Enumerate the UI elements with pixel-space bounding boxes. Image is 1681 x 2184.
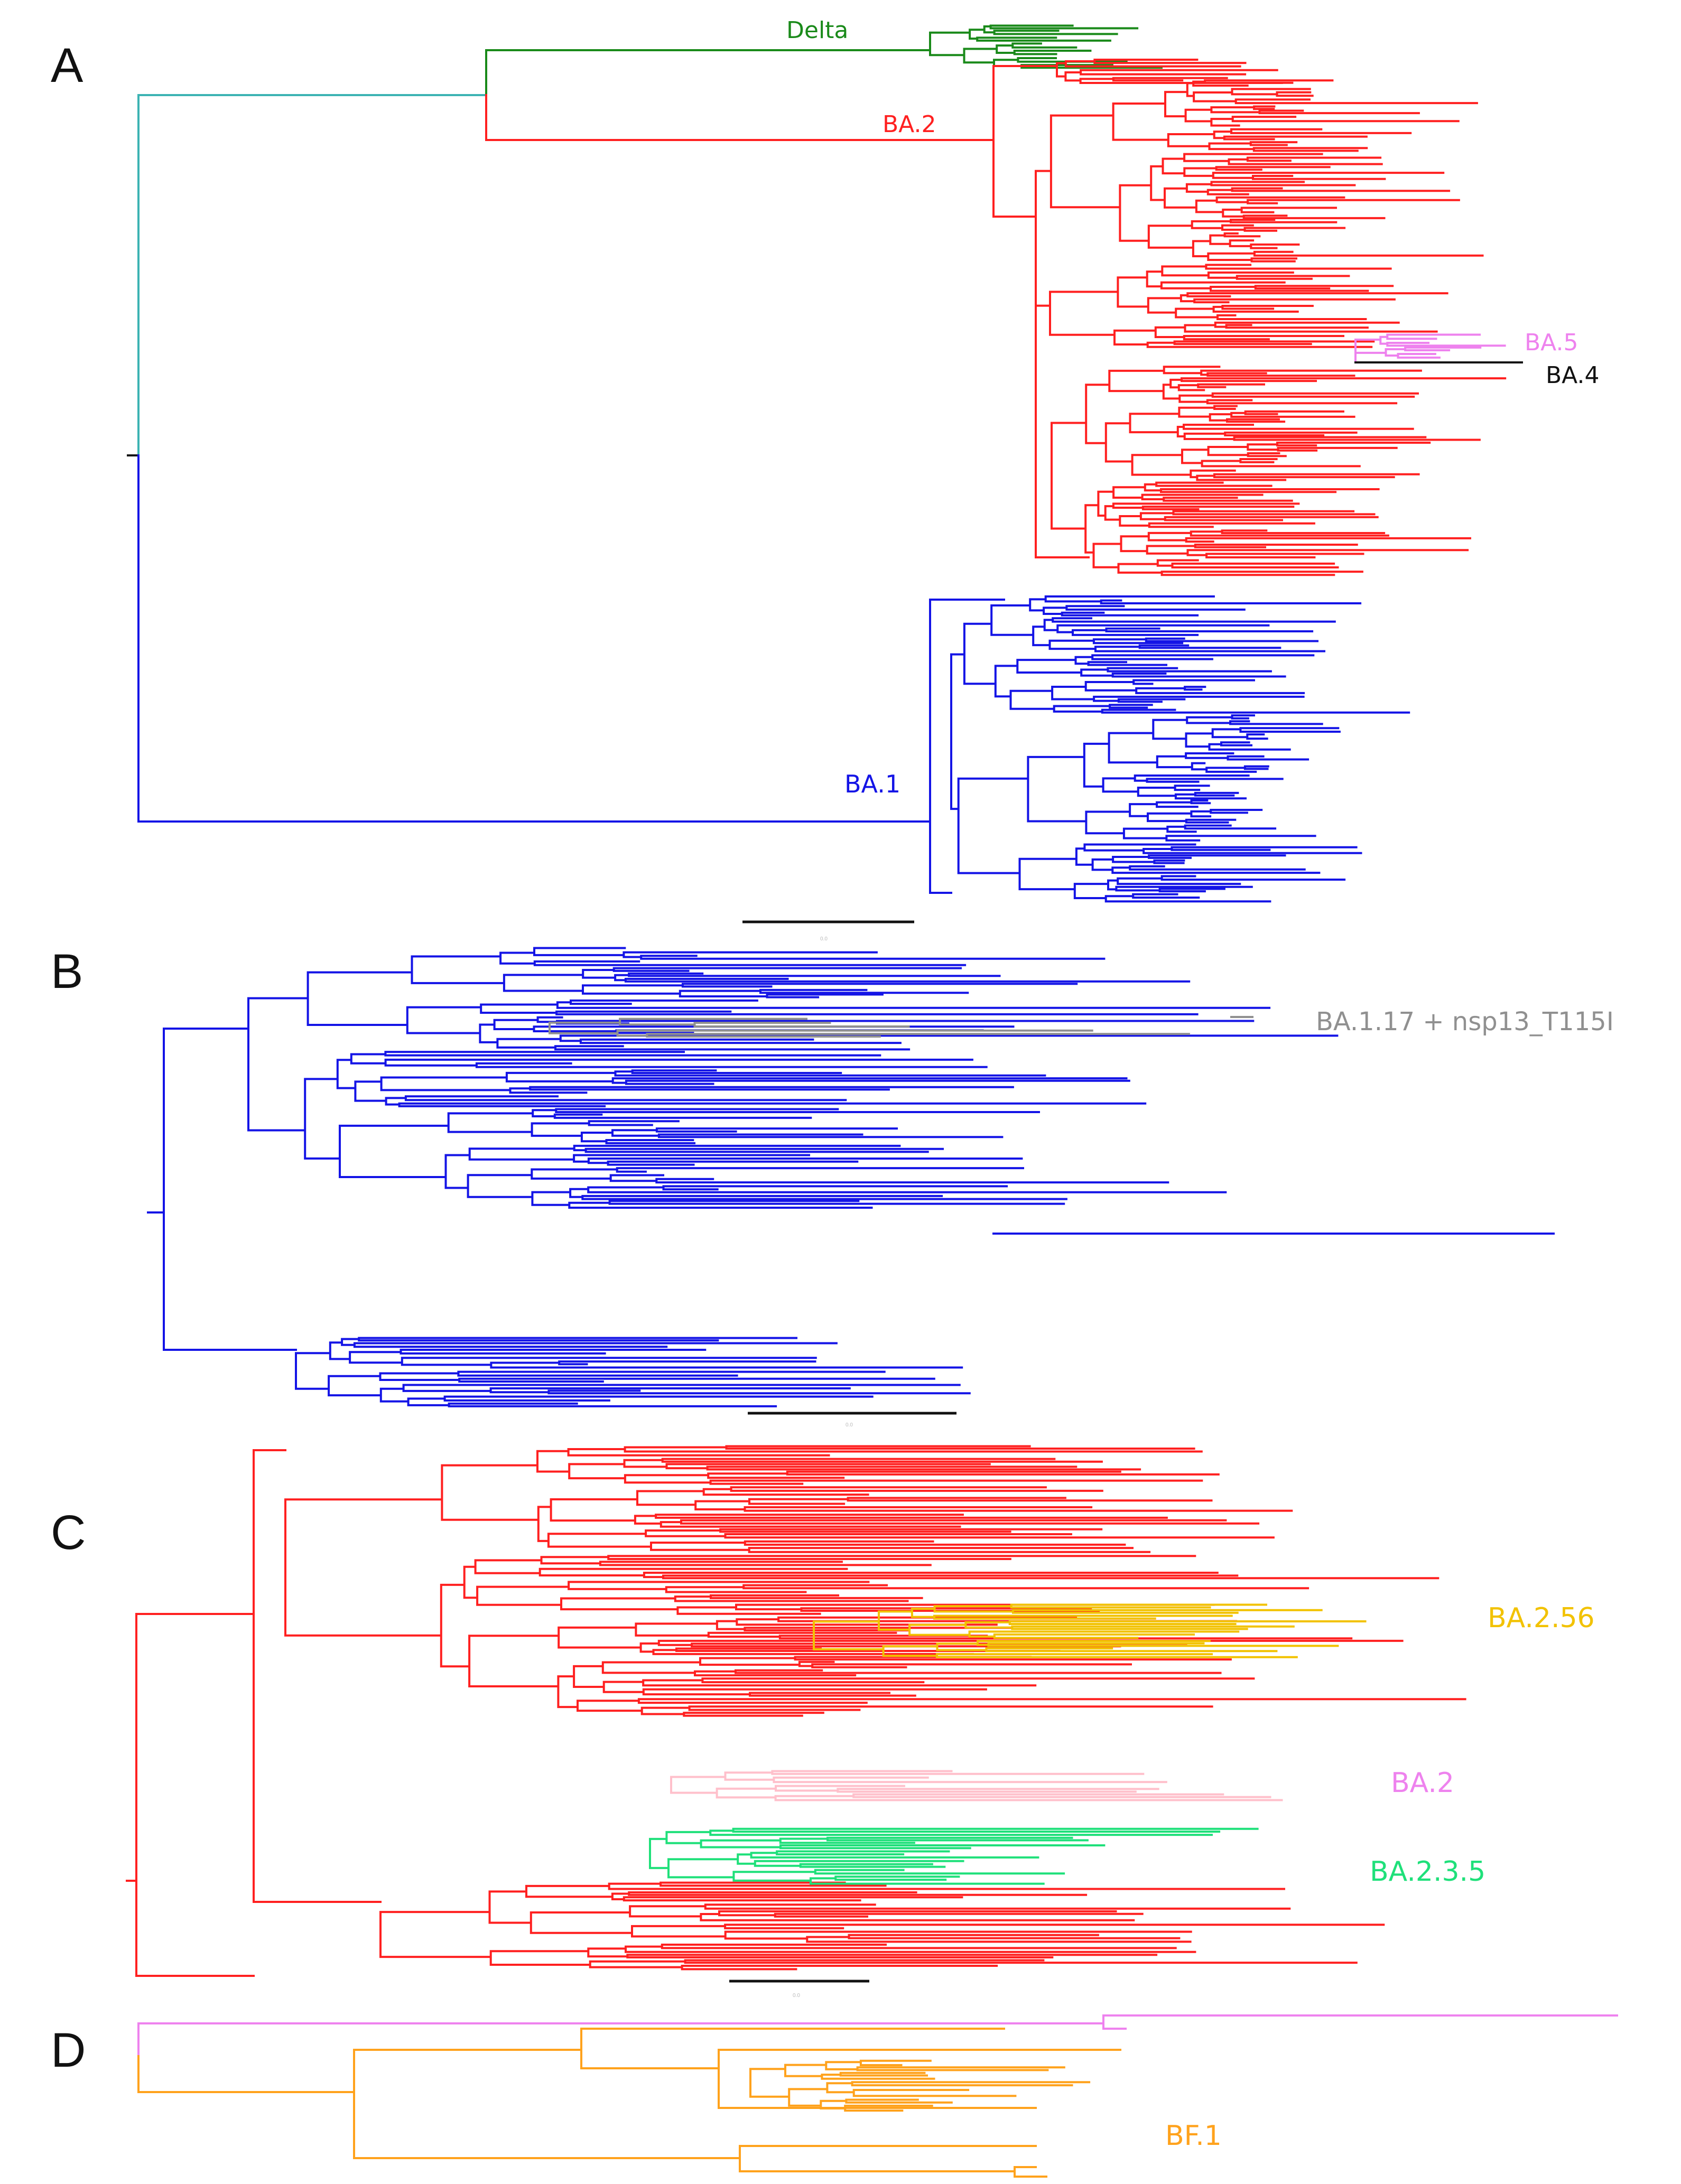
panel-c-label-ba256: BA.2.56 bbox=[1488, 1602, 1595, 1634]
panel-a-ba1-clade bbox=[929, 595, 1410, 903]
panel-d-bf1-stem bbox=[137, 2055, 355, 2093]
panel-c-ba235-subtree bbox=[649, 1827, 1259, 1885]
panel-c-backbone-2 bbox=[253, 1449, 382, 1903]
panel-d-bf1-clade bbox=[353, 2028, 1121, 2178]
panel-c-label-ba235: BA.2.3.5 bbox=[1370, 1856, 1485, 1888]
panel-b-backbone bbox=[147, 1028, 297, 1351]
panel-a-ba2-top bbox=[1056, 59, 1283, 84]
panel-b: B BA.1.17 + nsp13_T115I 0.0 bbox=[51, 945, 1614, 1428]
panel-d-bf1-subtree bbox=[749, 2059, 1091, 2112]
panel-d-bf1-tips bbox=[1014, 2166, 1047, 2178]
panel-c-scale-label: 0.0 bbox=[793, 1993, 800, 1999]
panel-a-label-delta: Delta bbox=[786, 17, 848, 44]
panel-a-ba2-branch bbox=[485, 94, 995, 141]
panel-a-ba2-upper bbox=[1035, 79, 1484, 348]
panel-d-bf1-low bbox=[739, 2145, 1037, 2172]
panel-a-ba2-main-stem bbox=[1035, 216, 1090, 558]
panel-d-bf1-mid bbox=[718, 2049, 1121, 2109]
panel-c-letter: C bbox=[51, 1506, 86, 1560]
panel-a-ba2-backbone bbox=[992, 65, 1058, 218]
panel-b-label-ba117: BA.1.17 + nsp13_T115I bbox=[1316, 1007, 1614, 1037]
panel-a-stem bbox=[137, 94, 487, 456]
panel-c: C BA.2.56 BA.2 BA.2.3.5 0.0 bbox=[51, 1445, 1595, 1999]
panel-a-ba2-clade bbox=[992, 59, 1507, 576]
panel-a-ba5-subtree bbox=[1354, 333, 1506, 359]
panel-d-outgroup bbox=[137, 2014, 1618, 2057]
panel-a-ba2-lower bbox=[1051, 366, 1507, 576]
panel-a-delta-branch bbox=[485, 49, 931, 96]
panel-a-ba1-stem bbox=[137, 454, 931, 823]
panel-b-lower bbox=[295, 1337, 971, 1407]
panel-a-ba1-subtree bbox=[950, 595, 1410, 903]
panel-c-ba256-subtree bbox=[813, 1603, 1367, 1658]
panel-b-upper bbox=[247, 947, 1339, 1209]
panel-c-backbone bbox=[126, 1613, 255, 1977]
panel-a-label-ba1: BA.1 bbox=[844, 770, 900, 798]
panel-a-ba1-backbone bbox=[929, 599, 1005, 894]
panel-c-bottom bbox=[379, 1881, 1385, 1971]
panel-a-scale-label: 0.0 bbox=[820, 936, 828, 942]
panel-d-label-bf1: BF.1 bbox=[1165, 2120, 1222, 2152]
panel-a-letter: A bbox=[51, 39, 83, 92]
panel-a-label-ba4: BA.4 bbox=[1546, 362, 1600, 389]
panel-a-ba5-clade bbox=[1354, 333, 1506, 363]
panel-b-tree bbox=[147, 947, 1555, 1407]
panel-d-tree bbox=[137, 2014, 1618, 2178]
panel-a-delta-subtree bbox=[929, 24, 1163, 69]
panel-d-bf1-upper bbox=[580, 2028, 1005, 2069]
panel-c-upper bbox=[284, 1445, 1466, 1717]
panel-d: D BF.1 bbox=[51, 2014, 1618, 2178]
panel-b-scale-label: 0.0 bbox=[846, 1422, 853, 1428]
panel-c-ba2-subtree bbox=[670, 1770, 1283, 1802]
panel-b-ba117-subtree bbox=[549, 1018, 1190, 1038]
panel-c-tree bbox=[126, 1445, 1466, 1977]
panel-a-delta-clade bbox=[929, 24, 1163, 69]
panel-a-label-ba2: BA.2 bbox=[883, 111, 936, 138]
panel-d-bf1-backbone bbox=[353, 2049, 741, 2159]
panel-c-label-ba2: BA.2 bbox=[1391, 1767, 1454, 1799]
panel-b-letter: B bbox=[51, 945, 83, 998]
panel-a-label-ba5: BA.5 bbox=[1525, 329, 1578, 356]
panel-a: A Delta BA.2 BA.5 BA.4 BA.1 0.0 bbox=[51, 17, 1600, 942]
panel-d-letter: D bbox=[51, 2023, 86, 2077]
panel-a-tree bbox=[127, 24, 1523, 903]
